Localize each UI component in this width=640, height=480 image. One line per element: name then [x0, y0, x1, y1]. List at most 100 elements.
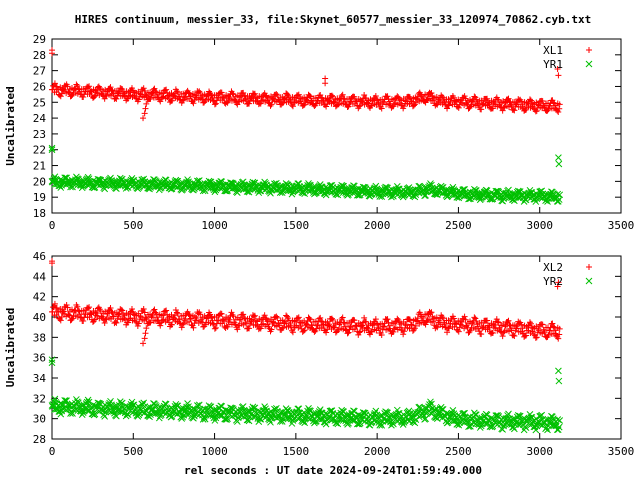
data-point [101, 413, 109, 420]
y-tick-label: 40 [33, 311, 46, 324]
data-point [74, 175, 82, 183]
data-point [322, 420, 330, 428]
data-point [57, 317, 64, 324]
y-tick-label: 34 [33, 372, 47, 385]
x-tick-label: 0 [49, 445, 56, 458]
y-tick-label: 18 [33, 207, 46, 220]
data-point [358, 98, 365, 105]
data-point [301, 327, 308, 334]
data-point [224, 415, 231, 423]
data-point [268, 326, 275, 333]
data-point [533, 422, 541, 430]
data-point [186, 312, 193, 319]
data-point [165, 92, 172, 99]
data-point [428, 90, 435, 97]
data-point [101, 320, 108, 327]
data-point [345, 103, 352, 110]
data-point [56, 182, 64, 190]
data-point [170, 315, 177, 322]
data-point [153, 89, 160, 96]
data-point [450, 315, 457, 322]
data-point [228, 179, 235, 187]
data-point [274, 314, 281, 321]
data-point [129, 308, 136, 315]
data-point [229, 311, 236, 318]
data-point [301, 101, 308, 108]
data-point [305, 405, 312, 412]
data-point [174, 177, 182, 185]
data-point [146, 413, 153, 421]
data-point [134, 322, 141, 329]
data-point [556, 417, 564, 424]
data-point [444, 419, 452, 426]
data-point [527, 320, 534, 327]
data-point [466, 104, 473, 111]
data-point [351, 317, 358, 324]
data-point [155, 414, 163, 422]
data-point [545, 332, 552, 339]
legend-marker [586, 47, 592, 53]
data-point [394, 315, 401, 322]
data-point [273, 91, 280, 98]
data-point [190, 324, 197, 331]
outlier-point [141, 335, 148, 342]
data-point [554, 416, 562, 423]
data-point [284, 407, 292, 414]
data-point [545, 106, 552, 113]
data-point [85, 84, 92, 91]
data-point [190, 414, 197, 422]
data-point [190, 100, 197, 107]
data-point [218, 89, 225, 96]
data-point [427, 310, 434, 317]
data-point [325, 97, 332, 104]
data-point [206, 178, 214, 186]
data-point [510, 106, 517, 113]
data-point [317, 92, 324, 99]
data-point [422, 321, 429, 328]
data-point [143, 316, 150, 323]
data-point [554, 190, 562, 198]
data-point [388, 421, 395, 429]
data-point [256, 187, 264, 195]
data-point [495, 319, 502, 326]
data-point [274, 92, 281, 99]
data-point [372, 316, 379, 323]
data-point [356, 103, 363, 110]
data-point [114, 315, 121, 322]
outlier-point [142, 330, 149, 337]
data-point [218, 178, 226, 186]
data-point [509, 415, 517, 423]
outlier-point [49, 47, 55, 54]
data-point [218, 310, 225, 317]
data-point [408, 322, 415, 329]
data-point [237, 93, 244, 100]
data-point [323, 103, 330, 110]
x-tick-label: 3500 [608, 445, 635, 458]
data-point [162, 308, 169, 315]
data-point [237, 316, 244, 323]
data-point [339, 91, 346, 98]
x-tick-label: 500 [123, 219, 143, 232]
legend-label: YR2 [543, 275, 563, 288]
data-point [532, 426, 540, 434]
data-point [258, 321, 265, 328]
data-point [148, 406, 156, 414]
data-point [406, 325, 413, 332]
data-point [332, 419, 340, 427]
data-point [329, 317, 336, 324]
data-point [59, 87, 66, 94]
data-point [294, 315, 301, 322]
data-point [126, 92, 133, 99]
data-point [207, 91, 214, 98]
data-point [181, 408, 189, 415]
data-point [473, 318, 480, 325]
data-point [178, 324, 185, 331]
data-point [96, 85, 103, 92]
data-point [119, 86, 126, 93]
data-point [445, 102, 452, 109]
data-point [313, 325, 320, 332]
data-point [448, 185, 456, 193]
data-point [282, 318, 289, 325]
data-point [90, 94, 97, 101]
y-tick-label: 42 [33, 291, 46, 304]
